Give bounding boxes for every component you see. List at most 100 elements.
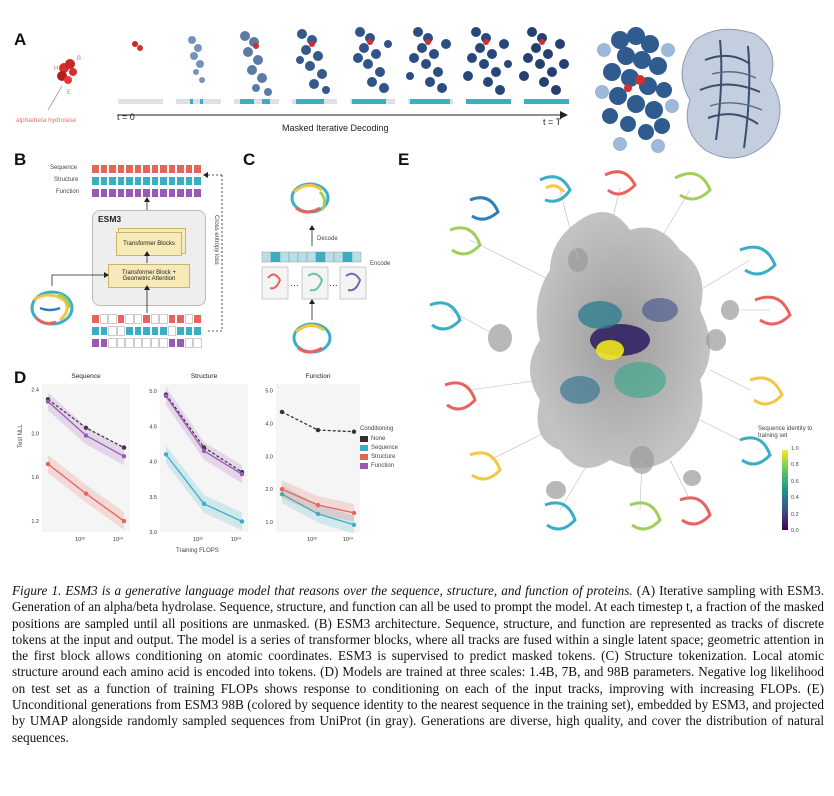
colorbar-title: Sequence identity to training set bbox=[758, 426, 813, 439]
chart-plot-area bbox=[276, 384, 360, 532]
decoded-protein-ribbon bbox=[290, 182, 330, 214]
caption-fig-label: Figure 1. bbox=[12, 583, 62, 598]
track-label-structure: Structure bbox=[54, 177, 79, 183]
legend-item-function: Function bbox=[360, 461, 398, 470]
legend-swatch-structure bbox=[360, 453, 368, 460]
structure-token-row bbox=[261, 251, 362, 263]
x-tick-label: 10²² bbox=[193, 537, 203, 543]
legend-swatch-function bbox=[360, 462, 368, 469]
colorbar-tick: 0.2 bbox=[791, 511, 799, 518]
y-tick-label: 1.0 bbox=[265, 520, 273, 526]
input-structure-track bbox=[91, 326, 202, 336]
series-band-function bbox=[48, 392, 124, 466]
atom-label-b: B bbox=[77, 56, 81, 62]
y-tick-label: 2.0 bbox=[265, 487, 273, 493]
panel-a-letter: A bbox=[14, 30, 27, 49]
caption-body: (A) Iterative sampling with ESM3. Genera… bbox=[12, 583, 825, 745]
panel-d-letter: D bbox=[14, 368, 27, 387]
umap-generation-points bbox=[560, 298, 678, 404]
y-tick-label: 5.0 bbox=[265, 389, 273, 395]
colorbar-ticks: 1.0 0.8 0.6 0.4 0.2 0.0 bbox=[791, 446, 799, 534]
masked-decoding-label: Masked Iterative Decoding bbox=[282, 123, 389, 133]
decoding-structures bbox=[132, 27, 569, 96]
d-legend: Conditioning None Sequence Structure Fun… bbox=[360, 426, 398, 470]
encoded-protein-ribbon bbox=[292, 322, 332, 354]
chart-title: Structure bbox=[191, 373, 218, 380]
series-point-function bbox=[121, 454, 127, 459]
series-band-structure bbox=[282, 480, 354, 522]
series-point-sequence bbox=[201, 501, 207, 507]
y-tick-label: 1.2 bbox=[31, 519, 39, 525]
colorbar-tick: 0.6 bbox=[791, 478, 799, 485]
x-tick-label: 10²⁴ bbox=[113, 536, 124, 543]
protein-label: alpha/beta hydrolase bbox=[16, 117, 77, 124]
y-tick-label: 5.0 bbox=[149, 389, 157, 395]
chart-title: Function bbox=[306, 373, 331, 380]
series-point-function bbox=[239, 472, 245, 477]
colorbar-tick: 0.0 bbox=[791, 527, 799, 534]
input-protein-ribbon bbox=[30, 290, 74, 326]
svg-text:…: … bbox=[290, 278, 299, 288]
track-label-sequence: Sequence bbox=[50, 165, 78, 171]
umap-sample-ribbons bbox=[429, 170, 792, 531]
series-point-none bbox=[279, 409, 285, 415]
legend-item-sequence: Sequence bbox=[360, 443, 398, 452]
decoding-token-bars bbox=[118, 99, 569, 104]
series-point-structure bbox=[315, 502, 321, 508]
series-band-function bbox=[166, 387, 242, 484]
t-end-label: t = T bbox=[543, 117, 562, 127]
y-tick-label: 3.0 bbox=[149, 530, 157, 536]
x-tick-label: 10²² bbox=[75, 537, 85, 543]
esm3-model-title: ESM3 bbox=[98, 214, 122, 224]
d-ylabel: Test NLL bbox=[18, 424, 24, 448]
decoding-axis-arrow bbox=[560, 111, 568, 119]
y-tick-label: 3.0 bbox=[265, 454, 273, 460]
series-point-function bbox=[45, 399, 51, 404]
colorbar-tick: 1.0 bbox=[791, 446, 799, 452]
series-point-sequence bbox=[163, 452, 169, 457]
input-sequence-track bbox=[91, 314, 202, 324]
series-point-structure bbox=[121, 518, 127, 524]
final-structure-surface bbox=[681, 28, 781, 159]
panel-e-letter: E bbox=[398, 150, 410, 169]
legend-title: Conditioning bbox=[360, 426, 394, 432]
y-tick-label: 3.5 bbox=[149, 495, 157, 501]
panel-c-letter: C bbox=[243, 150, 256, 169]
chart-title: Sequence bbox=[71, 373, 101, 380]
hydrolase-seed-molecule bbox=[47, 59, 77, 111]
transformer-blocks: Transformer Blocks bbox=[116, 232, 182, 256]
umap-figure bbox=[429, 170, 792, 531]
y-tick-label: 4.0 bbox=[149, 460, 157, 466]
series-point-function bbox=[201, 448, 207, 454]
colorbar-tick: 0.8 bbox=[791, 462, 799, 469]
series-point-none bbox=[315, 427, 321, 433]
legend-item-structure: Structure bbox=[360, 452, 398, 461]
series-point-structure bbox=[351, 510, 357, 516]
output-structure-track bbox=[91, 176, 202, 186]
final-structure-spheres bbox=[595, 27, 679, 153]
x-tick-label: 10²⁴ bbox=[343, 536, 354, 543]
input-function-track bbox=[91, 338, 202, 348]
colorbar-tick: 0.4 bbox=[791, 495, 799, 502]
x-tick-label: 10²⁴ bbox=[231, 536, 242, 543]
y-tick-label: 2.4 bbox=[31, 387, 39, 393]
series-point-none bbox=[351, 429, 357, 434]
series-point-structure bbox=[83, 491, 89, 496]
panel-c-figure: … … bbox=[261, 182, 367, 354]
cross-entropy-loss-label: Cross entropy loss bbox=[213, 215, 219, 265]
svg-text:…: … bbox=[329, 278, 338, 288]
nll-charts: Sequence 2.4 2.0 1.6 1.2 10²² 10²⁴ Structure 5.0… bbox=[31, 373, 360, 543]
series-point-sequence bbox=[239, 519, 245, 524]
series-point-none bbox=[121, 445, 127, 450]
series-point-structure bbox=[45, 461, 51, 467]
y-tick-label: 1.6 bbox=[31, 475, 39, 481]
series-band-sequence bbox=[166, 445, 242, 531]
y-tick-label: 4.5 bbox=[149, 424, 157, 430]
series-point-structure bbox=[279, 487, 285, 492]
decode-label: Decode bbox=[317, 236, 338, 242]
y-tick-label: 2.0 bbox=[31, 431, 39, 437]
t-start-label: t = 0 bbox=[117, 112, 135, 122]
colorbar bbox=[782, 450, 788, 530]
encode-label: Encode bbox=[370, 261, 391, 267]
figure-caption: Figure 1. ESM3 is a generative language … bbox=[12, 583, 824, 746]
